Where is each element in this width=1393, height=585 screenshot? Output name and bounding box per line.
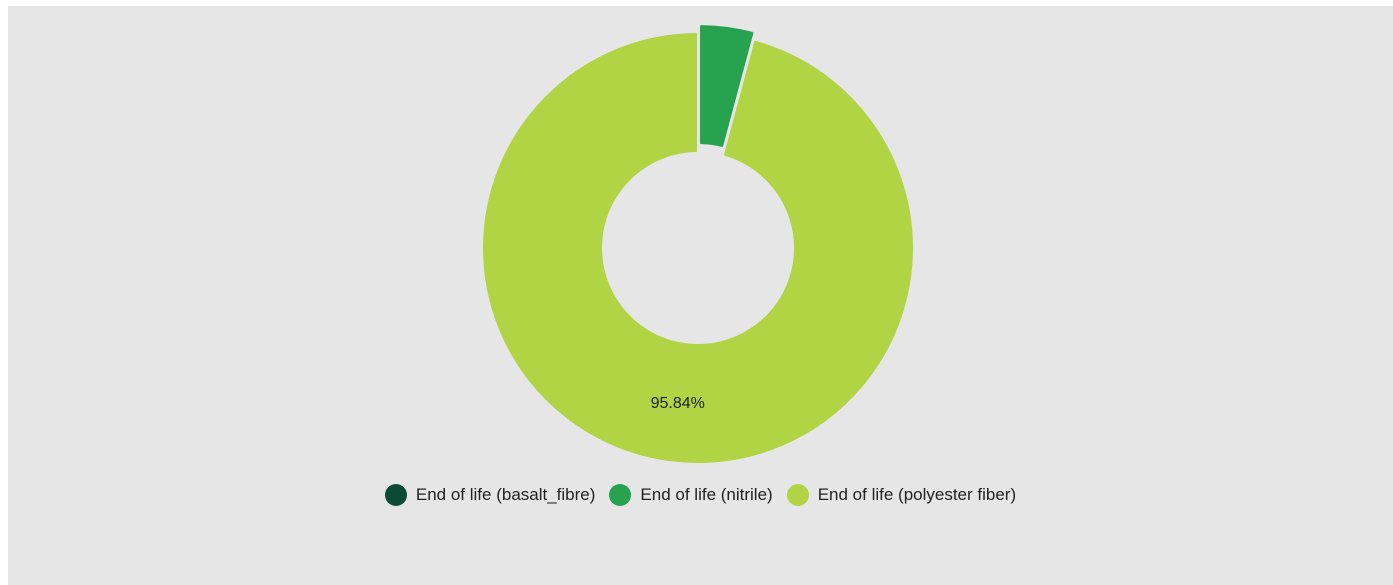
slice-label-polyester-fiber: 95.84% [651, 395, 705, 412]
legend-label-basalt-fibre: End of life (basalt_fibre) [415, 485, 596, 504]
chart-panel: 95.84% End of life (basalt_fibre) End of… [8, 6, 1393, 585]
legend-label-polyester-fiber: End of life (polyester fiber) [817, 485, 1017, 504]
slice-labels: 95.84% [651, 395, 705, 412]
donut-slices [483, 25, 913, 463]
legend-label-nitrile: End of life (nitrile) [640, 485, 773, 504]
legend-swatch-polyester-fiber [786, 484, 809, 506]
legend-item-nitrile[interactable]: End of life (nitrile) [609, 484, 773, 506]
slice-polyester-fiber[interactable] [483, 33, 913, 463]
legend-swatch-nitrile [609, 484, 632, 506]
legend-swatch-basalt-fibre [384, 484, 407, 506]
legend-item-basalt-fibre[interactable]: End of life (basalt_fibre) [384, 484, 596, 506]
slice-nitrile[interactable] [700, 25, 754, 147]
legend-item-polyester-fiber[interactable]: End of life (polyester fiber) [786, 484, 1017, 506]
donut-chart: 95.84% [483, 25, 913, 463]
legend: End of life (basalt_fibre) End of life (… [8, 484, 1393, 506]
